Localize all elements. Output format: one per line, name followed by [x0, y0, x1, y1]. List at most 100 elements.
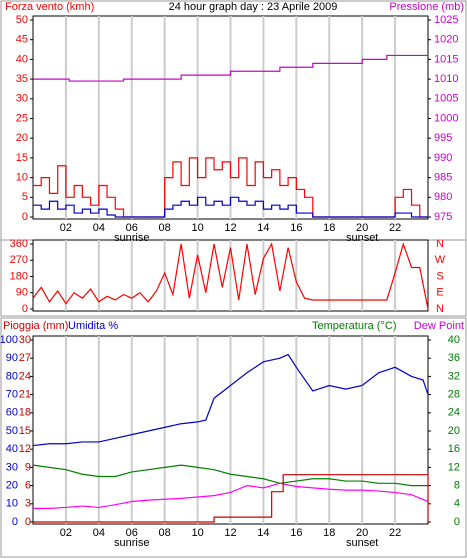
- y2-tick-label: 975: [434, 211, 452, 223]
- y-tick-label: 70: [6, 389, 18, 401]
- rain-tick-label: 0: [25, 516, 31, 528]
- y-tick-label: 10: [6, 498, 18, 510]
- panel-frame: [0, 239, 467, 317]
- y-tick-label: 270: [10, 254, 28, 266]
- y2-tick-label: 1000: [434, 112, 458, 124]
- y2-tick-label: 980: [434, 191, 452, 203]
- x-tick-label: 16: [290, 527, 302, 539]
- direction-label: S: [436, 270, 443, 282]
- y2-tick-label: 36: [448, 352, 460, 364]
- x-tick-label: 18: [323, 222, 335, 234]
- rain-tick-label: 27: [19, 352, 31, 364]
- x-tick-label: 14: [257, 527, 269, 539]
- rain-tick-label: 24: [19, 370, 31, 382]
- y-tick-label: 180: [10, 270, 28, 282]
- y2-tick-label: 12: [448, 461, 460, 473]
- y-tick-label: 20: [6, 480, 18, 492]
- y-tick-label: 20: [16, 132, 28, 144]
- x-tick-label: 22: [389, 527, 401, 539]
- x-tick-label: 06: [126, 222, 138, 234]
- series-line: [33, 482, 429, 509]
- y2-tick-label: 1025: [434, 14, 458, 26]
- direction-label: N: [436, 238, 444, 250]
- rain-tick-label: 9: [25, 461, 31, 473]
- rain-tick-label: 15: [19, 425, 31, 437]
- y2-tick-label: 16: [448, 443, 460, 455]
- dewpoint-axis-title: Dew Point: [414, 320, 464, 332]
- y2-tick-label: 1015: [434, 53, 458, 65]
- y-tick-label: 45: [16, 34, 28, 46]
- y-tick-label: 5: [22, 191, 28, 203]
- y2-tick-label: 990: [434, 152, 452, 164]
- y-tick-label: 10: [16, 172, 28, 184]
- panel-frame: [0, 0, 467, 241]
- y2-tick-label: 995: [434, 132, 452, 144]
- chart-title: 24 hour graph day : 23 Aprile 2009: [169, 1, 338, 13]
- y-tick-label: 35: [16, 73, 28, 85]
- y2-tick-label: 1005: [434, 93, 458, 105]
- y-tick-label: 40: [6, 443, 18, 455]
- y-tick-label: 25: [16, 112, 28, 124]
- rain-axis-title: Pioggia (mm): [3, 320, 68, 332]
- rain-tick-label: 6: [25, 480, 31, 492]
- temperature-axis-title: Temperatura (°C): [312, 320, 396, 332]
- series-line: [32, 242, 429, 310]
- rain-tick-label: 30: [19, 334, 31, 346]
- y-axis-title: Forza vento (kmh): [5, 1, 94, 13]
- y-tick-label: 0: [12, 516, 18, 528]
- y2-tick-label: 0: [454, 516, 460, 528]
- y2-tick-label: 4: [454, 498, 460, 510]
- y2-tick-label: 20: [448, 425, 460, 437]
- x-tick-label: 18: [323, 527, 335, 539]
- direction-label: W: [435, 254, 446, 266]
- y2-tick-label: 1010: [434, 73, 458, 85]
- x-tick-label: 02: [60, 222, 72, 234]
- y2-tick-label: 8: [454, 480, 460, 492]
- y-tick-label: 50: [16, 14, 28, 26]
- y2-tick-label: 1020: [434, 34, 458, 46]
- x-tick-label: 02: [60, 527, 72, 539]
- series-line: [32, 464, 428, 487]
- direction-label: E: [436, 287, 443, 299]
- y-tick-label: 80: [6, 370, 18, 382]
- x-tick-label: 20: [356, 222, 368, 234]
- sun-annotation: sunrise: [114, 232, 149, 244]
- direction-label: N: [436, 303, 444, 315]
- series-line: [33, 54, 428, 82]
- x-tick-label: 08: [159, 527, 171, 539]
- y2-tick-label: 40: [448, 334, 460, 346]
- x-tick-label: 22: [389, 222, 401, 234]
- y-tick-label: 90: [6, 352, 18, 364]
- x-tick-label: 12: [224, 527, 236, 539]
- y-tick-label: 100: [0, 334, 18, 346]
- x-tick-label: 20: [356, 527, 368, 539]
- y-tick-label: 360: [10, 238, 28, 250]
- series-line: [33, 474, 429, 523]
- y-tick-label: 0: [22, 303, 28, 315]
- x-tick-label: 10: [191, 527, 203, 539]
- series-line: [32, 353, 429, 447]
- y2-axis-title: Pressione (mb): [389, 1, 464, 13]
- rain-tick-label: 21: [19, 389, 31, 401]
- x-tick-label: 12: [224, 222, 236, 234]
- x-tick-label: 14: [257, 222, 269, 234]
- x-tick-label: 04: [93, 527, 105, 539]
- y-tick-label: 60: [6, 407, 18, 419]
- y-tick-label: 90: [16, 287, 28, 299]
- x-tick-label: 16: [290, 222, 302, 234]
- y2-tick-label: 24: [448, 407, 460, 419]
- y2-tick-label: 985: [434, 172, 452, 184]
- y2-tick-label: 28: [448, 389, 460, 401]
- x-tick-label: 08: [159, 222, 171, 234]
- y-tick-label: 30: [6, 461, 18, 473]
- panel-frame: [0, 317, 467, 558]
- y-tick-label: 30: [16, 93, 28, 105]
- humidity-axis-title: Umidita %: [68, 320, 118, 332]
- x-tick-label: 10: [191, 222, 203, 234]
- y-tick-label: 40: [16, 53, 28, 65]
- y-tick-label: 0: [22, 211, 28, 223]
- series-line: [33, 196, 428, 218]
- x-tick-label: 06: [126, 527, 138, 539]
- y2-tick-label: 32: [448, 370, 460, 382]
